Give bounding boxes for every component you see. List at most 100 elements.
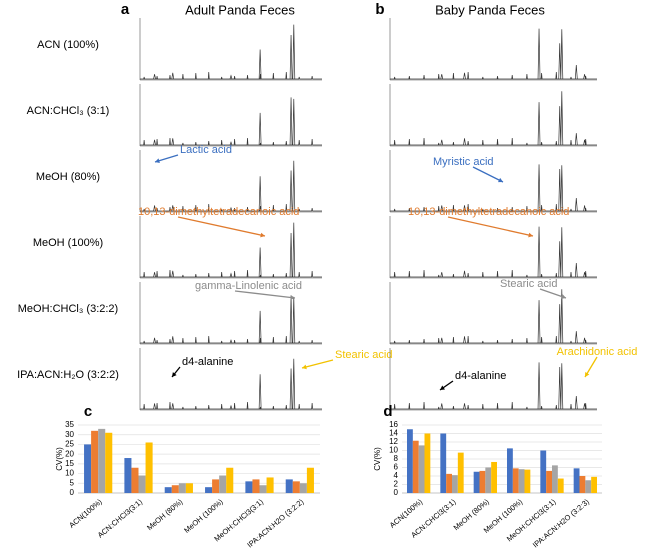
bar — [131, 467, 139, 493]
x-tick-label: ACN(100%) — [67, 497, 104, 530]
peak-annotation: Arachidonic acid — [557, 346, 638, 358]
peak-annotation: Stearic acid — [335, 349, 392, 361]
annotation-arrow — [472, 166, 504, 183]
solvent-label: MeOH:CHCl₃ (3:2:2) — [18, 303, 118, 315]
bar — [226, 467, 234, 493]
y-tick-label: 12 — [389, 437, 398, 446]
bar — [124, 458, 132, 493]
arrow-head — [260, 232, 265, 238]
x-tick-label: MeOH (80%) — [145, 497, 185, 532]
bar — [105, 432, 113, 493]
annotation-arrow — [447, 216, 534, 237]
annotation-arrow — [234, 290, 296, 299]
annotation-arrow — [301, 359, 334, 369]
bar — [145, 442, 153, 493]
chromatogram-trace — [390, 91, 597, 146]
bar — [306, 467, 314, 493]
bar — [412, 440, 419, 493]
bar — [446, 473, 452, 493]
bar — [452, 475, 458, 493]
solvent-label: ACN:CHCl₃ (3:1) — [27, 105, 110, 117]
bar — [424, 433, 431, 493]
annotation-arrow — [539, 288, 567, 299]
y-tick-label: 0 — [70, 488, 75, 497]
y-tick-label: 16 — [389, 420, 398, 429]
bar — [557, 478, 564, 493]
bar — [524, 469, 531, 493]
peak-annotation: d4-alanine — [455, 370, 506, 382]
y-tick-label: 8 — [394, 454, 399, 463]
bar — [552, 465, 558, 493]
chromatogram-trace — [140, 97, 322, 146]
peak-annotation: gamma-Linolenic acid — [195, 280, 302, 292]
panel-letter: c — [84, 403, 92, 420]
panel-letter: a — [121, 1, 130, 18]
x-tick-label: ACN:CHCl3(3:1) — [96, 497, 145, 540]
peak-annotation: 10,13-dimethyltetradecanoic acid — [138, 206, 299, 218]
bar — [212, 479, 220, 493]
bar — [164, 487, 172, 493]
y-tick-label: 4 — [394, 471, 399, 480]
y-axis-label: CV(%) — [55, 447, 64, 471]
chromatogram-trace — [390, 164, 597, 212]
arrow-head — [561, 294, 566, 299]
bar — [512, 468, 519, 493]
y-tick-label: 10 — [389, 446, 398, 455]
chromatogram-trace — [390, 289, 597, 344]
peak-annotation: 10,13-dimethyltetradecanoic acid — [408, 206, 569, 218]
chromatogram-trace — [140, 222, 322, 278]
bar — [245, 481, 253, 493]
panel-title: Adult Panda Feces — [185, 2, 295, 17]
arrow-head — [155, 158, 160, 164]
bar — [285, 479, 293, 493]
bar — [440, 433, 447, 493]
solvent-label: MeOH (100%) — [33, 237, 103, 249]
bar — [591, 476, 597, 493]
bar — [219, 475, 227, 493]
y-tick-label: 0 — [394, 488, 399, 497]
bar — [84, 444, 92, 493]
bar — [185, 483, 193, 493]
y-tick-label: 35 — [65, 420, 74, 429]
arrow-head — [440, 385, 445, 390]
y-tick-label: 15 — [65, 459, 74, 468]
bar — [299, 483, 307, 493]
y-tick-label: 14 — [389, 429, 398, 438]
chromatogram-trace — [390, 362, 597, 410]
chromatogram-trace — [390, 226, 597, 278]
panel-title: Baby Panda Feces — [435, 2, 545, 17]
bar — [252, 479, 260, 493]
y-tick-label: 2 — [394, 480, 399, 489]
y-tick-label: 5 — [70, 478, 75, 487]
bar — [259, 485, 267, 493]
annotation-arrow — [177, 216, 266, 237]
panel-letter: d — [383, 403, 392, 420]
solvent-label: MeOH (80%) — [36, 171, 100, 183]
arrow-head — [302, 364, 307, 370]
bar — [491, 461, 497, 493]
y-tick-label: 25 — [65, 440, 74, 449]
bar — [573, 468, 580, 493]
bar — [579, 476, 586, 493]
bar — [540, 450, 547, 493]
bar — [473, 471, 480, 493]
solvent-label: IPA:ACN:H₂O (3:2:2) — [17, 369, 119, 381]
bar — [485, 467, 492, 493]
chromatogram-trace — [390, 28, 597, 80]
x-tick-label: MeOH (100%) — [182, 497, 225, 535]
peak-annotation: d4-alanine — [182, 356, 233, 368]
bar — [91, 430, 99, 493]
chromatogram-trace — [140, 24, 322, 80]
bar — [292, 481, 300, 493]
arrow-head — [172, 372, 177, 377]
y-axis-label: CV(%) — [373, 447, 382, 471]
bar — [418, 445, 425, 493]
arrow-head — [498, 177, 503, 183]
bar — [98, 428, 106, 493]
arrow-head — [528, 232, 533, 238]
y-tick-label: 20 — [65, 449, 74, 458]
arrow-head — [290, 295, 295, 300]
chromatogram-trace — [140, 295, 322, 344]
bar — [205, 487, 213, 493]
